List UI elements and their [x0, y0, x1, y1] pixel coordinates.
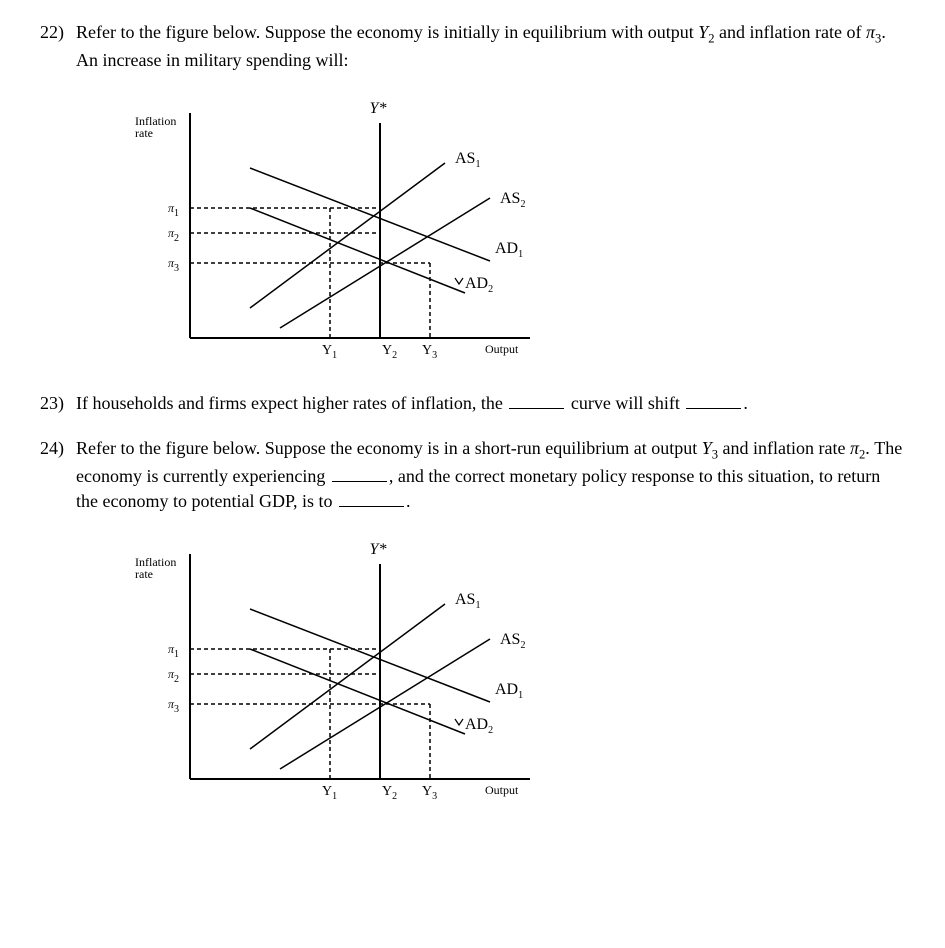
svg-text:Y3: Y3 — [422, 343, 437, 361]
fill-blank — [509, 391, 564, 409]
figure-1: InflationrateOutputY*π1π2π3Y1Y2Y3AS1AD1A… — [90, 93, 905, 370]
svg-text:π1: π1 — [168, 642, 179, 660]
svg-text:AD2: AD2 — [465, 275, 493, 295]
svg-text:Y*: Y* — [370, 100, 387, 117]
question-number: 23) — [40, 391, 76, 416]
as-ad-chart-1: InflationrateOutputY*π1π2π3Y1Y2Y3AS1AD1A… — [90, 93, 590, 363]
question-number: 22) — [40, 20, 76, 73]
svg-text:rate: rate — [135, 567, 153, 581]
svg-text:Y2: Y2 — [382, 784, 397, 802]
svg-text:Y3: Y3 — [422, 784, 437, 802]
svg-text:AD2: AD2 — [465, 716, 493, 736]
svg-text:AS1: AS1 — [455, 150, 480, 170]
svg-text:Y1: Y1 — [322, 784, 337, 802]
svg-text:Output: Output — [485, 783, 519, 797]
question-text: Refer to the figure below. Suppose the e… — [76, 436, 905, 515]
svg-text:π2: π2 — [168, 667, 179, 685]
fill-blank — [686, 391, 741, 409]
fill-blank — [339, 489, 404, 507]
svg-text:π2: π2 — [168, 226, 179, 244]
svg-text:Y1: Y1 — [322, 343, 337, 361]
svg-text:π1: π1 — [168, 201, 179, 219]
svg-text:AS2: AS2 — [500, 190, 525, 210]
as-ad-chart-2: InflationrateOutputY*π1π2π3Y1Y2Y3AS1AD1A… — [90, 534, 590, 804]
svg-text:rate: rate — [135, 126, 153, 140]
fill-blank — [332, 464, 387, 482]
svg-text:Output: Output — [485, 342, 519, 356]
question-22: 22) Refer to the figure below. Suppose t… — [40, 20, 905, 73]
svg-text:AS2: AS2 — [500, 631, 525, 651]
svg-text:π3: π3 — [168, 256, 179, 274]
question-number: 24) — [40, 436, 76, 515]
svg-text:AD1: AD1 — [495, 240, 523, 260]
svg-text:π3: π3 — [168, 697, 179, 715]
svg-text:AS1: AS1 — [455, 591, 480, 611]
question-23: 23) If households and firms expect highe… — [40, 391, 905, 416]
svg-text:AD1: AD1 — [495, 681, 523, 701]
svg-text:Y*: Y* — [370, 541, 387, 558]
question-24: 24) Refer to the figure below. Suppose t… — [40, 436, 905, 515]
svg-text:Y2: Y2 — [382, 343, 397, 361]
question-text: Refer to the figure below. Suppose the e… — [76, 20, 905, 73]
question-text: If households and firms expect higher ra… — [76, 391, 905, 416]
figure-2: InflationrateOutputY*π1π2π3Y1Y2Y3AS1AD1A… — [90, 534, 905, 811]
